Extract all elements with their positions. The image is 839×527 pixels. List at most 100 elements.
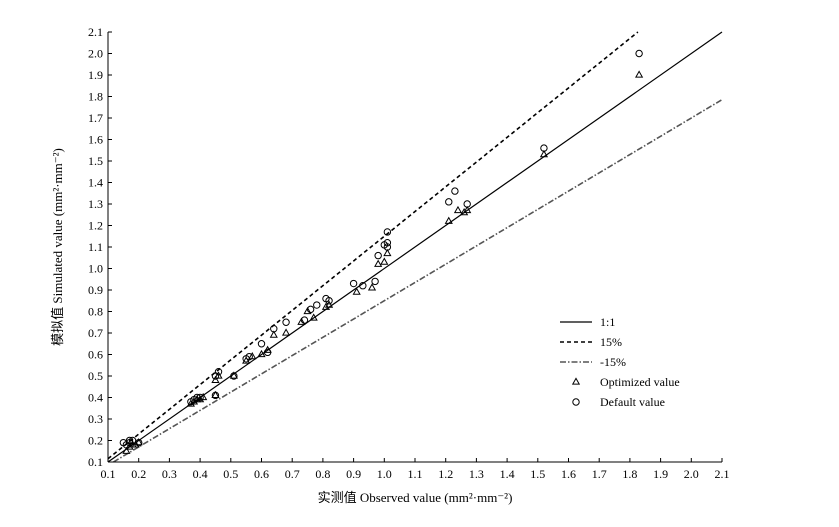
default-value-point (300, 316, 309, 324)
optimized-value-point (380, 257, 389, 265)
optimized-value-point (281, 328, 291, 336)
y-tick-label: 0.4 (88, 391, 103, 405)
default-value-point (635, 49, 643, 58)
y-tick-label: 2.1 (88, 25, 103, 39)
optimized-value-point (635, 70, 644, 78)
default-value-point (193, 393, 201, 402)
optimized-value-point (383, 248, 392, 257)
y-tick-label: 1.5 (88, 154, 103, 168)
axes (107, 31, 723, 463)
default-value-point (540, 144, 548, 152)
y-tick-label: 1.4 (88, 176, 103, 190)
default-value-point (359, 282, 367, 290)
legend-item-default: Default value (572, 395, 665, 409)
optimized-value-point (131, 440, 140, 448)
optimized-value-point (242, 356, 251, 364)
optimized-value-point (196, 395, 205, 403)
x-tick-label: 1.4 (500, 467, 515, 481)
x-tick-label: 0.3 (162, 467, 177, 481)
reference-line-solid (107, 31, 723, 463)
default-value-point (349, 279, 358, 288)
default-value-point (306, 305, 315, 314)
legend-label: Optimized value (600, 375, 680, 389)
y-tick-label: 1.0 (88, 262, 103, 276)
x-tick-label: 2.1 (715, 467, 730, 481)
optimized-value-point (297, 317, 306, 325)
default-value-point (463, 200, 471, 208)
legend-label: Default value (600, 395, 665, 409)
optimized-value-point (453, 205, 463, 214)
default-value-point (383, 239, 392, 247)
data-points (119, 49, 644, 454)
optimized-value-point (186, 399, 195, 407)
x-tick-label: 1.8 (622, 467, 637, 481)
y-tick-label: 0.6 (88, 348, 103, 362)
optimized-value-point (125, 442, 134, 450)
reference-lines (107, 31, 723, 463)
y-tick-label: 2.0 (88, 47, 103, 61)
y-tick-label: 0.5 (88, 369, 103, 383)
optimized-value-point (324, 300, 334, 308)
x-tick-label: 0.5 (223, 467, 238, 481)
x-tick-label: 1.5 (530, 467, 545, 481)
default-value-point (230, 372, 238, 380)
default-value-point (383, 243, 392, 251)
default-value-point (211, 391, 220, 400)
tick-labels: 0.1 0.2 0.3 0.4 0.5 0.6 0.7 0.8 0.9 1.0 1.1 1.2 1.3 1… (88, 25, 730, 481)
legend-triangle-marker (571, 377, 581, 385)
x-tick-label: 1.7 (592, 467, 607, 481)
default-value-point (325, 297, 333, 305)
x-tick-label: 0.2 (131, 467, 146, 481)
default-value-point (125, 436, 134, 445)
x-tick-label: 2.0 (684, 467, 699, 481)
optimized-value-point (374, 259, 383, 267)
y-tick-label: 1.8 (88, 90, 103, 104)
default-value-point (257, 340, 266, 348)
y-tick-label: 1.9 (88, 68, 103, 82)
optimized-value-point (211, 390, 220, 399)
default-value-point (214, 368, 223, 376)
x-tick-label: 0.9 (346, 467, 361, 481)
default-value-point (282, 318, 290, 326)
legend-label: -15% (600, 355, 626, 369)
y-tick-label: 0.9 (88, 283, 103, 297)
optimized-value-point (189, 397, 199, 405)
legend-item-1-1: 1:1 (560, 315, 615, 329)
default-value-point (135, 438, 143, 447)
x-tick-label: 0.1 (101, 467, 116, 481)
legend: 1:1 15% -15% Optimized value Default value (560, 315, 680, 409)
legend-item-minus-15: -15% (560, 355, 626, 369)
y-axis-label: 模拟值 Simulated value (mm²·mm⁻²) (50, 148, 65, 346)
y-tick-label: 0.2 (88, 434, 103, 448)
optimized-value-point (199, 392, 208, 401)
default-value-point (263, 348, 272, 357)
optimized-value-point (248, 352, 257, 360)
optimized-value-point (367, 283, 377, 291)
y-tick-label: 0.7 (88, 326, 103, 340)
optimized-value-point (122, 446, 131, 454)
reference-line-dashdot (113, 99, 723, 463)
optimized-value-point (211, 375, 220, 383)
y-tick-label: 1.3 (88, 197, 103, 211)
legend-item-optimized: Optimized value (571, 375, 680, 389)
default-value-point (196, 393, 204, 402)
x-tick-label: 1.1 (408, 467, 423, 481)
optimized-value-point (444, 216, 453, 224)
legend-item-15: 15% (560, 335, 622, 349)
default-value-point (371, 277, 379, 286)
optimized-value-point (303, 306, 312, 315)
y-tick-label: 1.1 (88, 240, 103, 254)
optimized-value-point (539, 149, 549, 158)
y-tick-label: 1.2 (88, 219, 103, 233)
x-tick-label: 1.3 (469, 467, 484, 481)
optimized-value-point (460, 207, 469, 216)
optimized-value-point (463, 205, 472, 214)
x-tick-label: 1.6 (561, 467, 576, 481)
default-value-point (270, 325, 278, 333)
default-value-point (445, 198, 453, 206)
default-value-point (245, 352, 253, 361)
x-tick-label: 1.2 (438, 467, 453, 481)
optimized-value-point (134, 438, 143, 446)
optimized-value-point (257, 349, 266, 358)
